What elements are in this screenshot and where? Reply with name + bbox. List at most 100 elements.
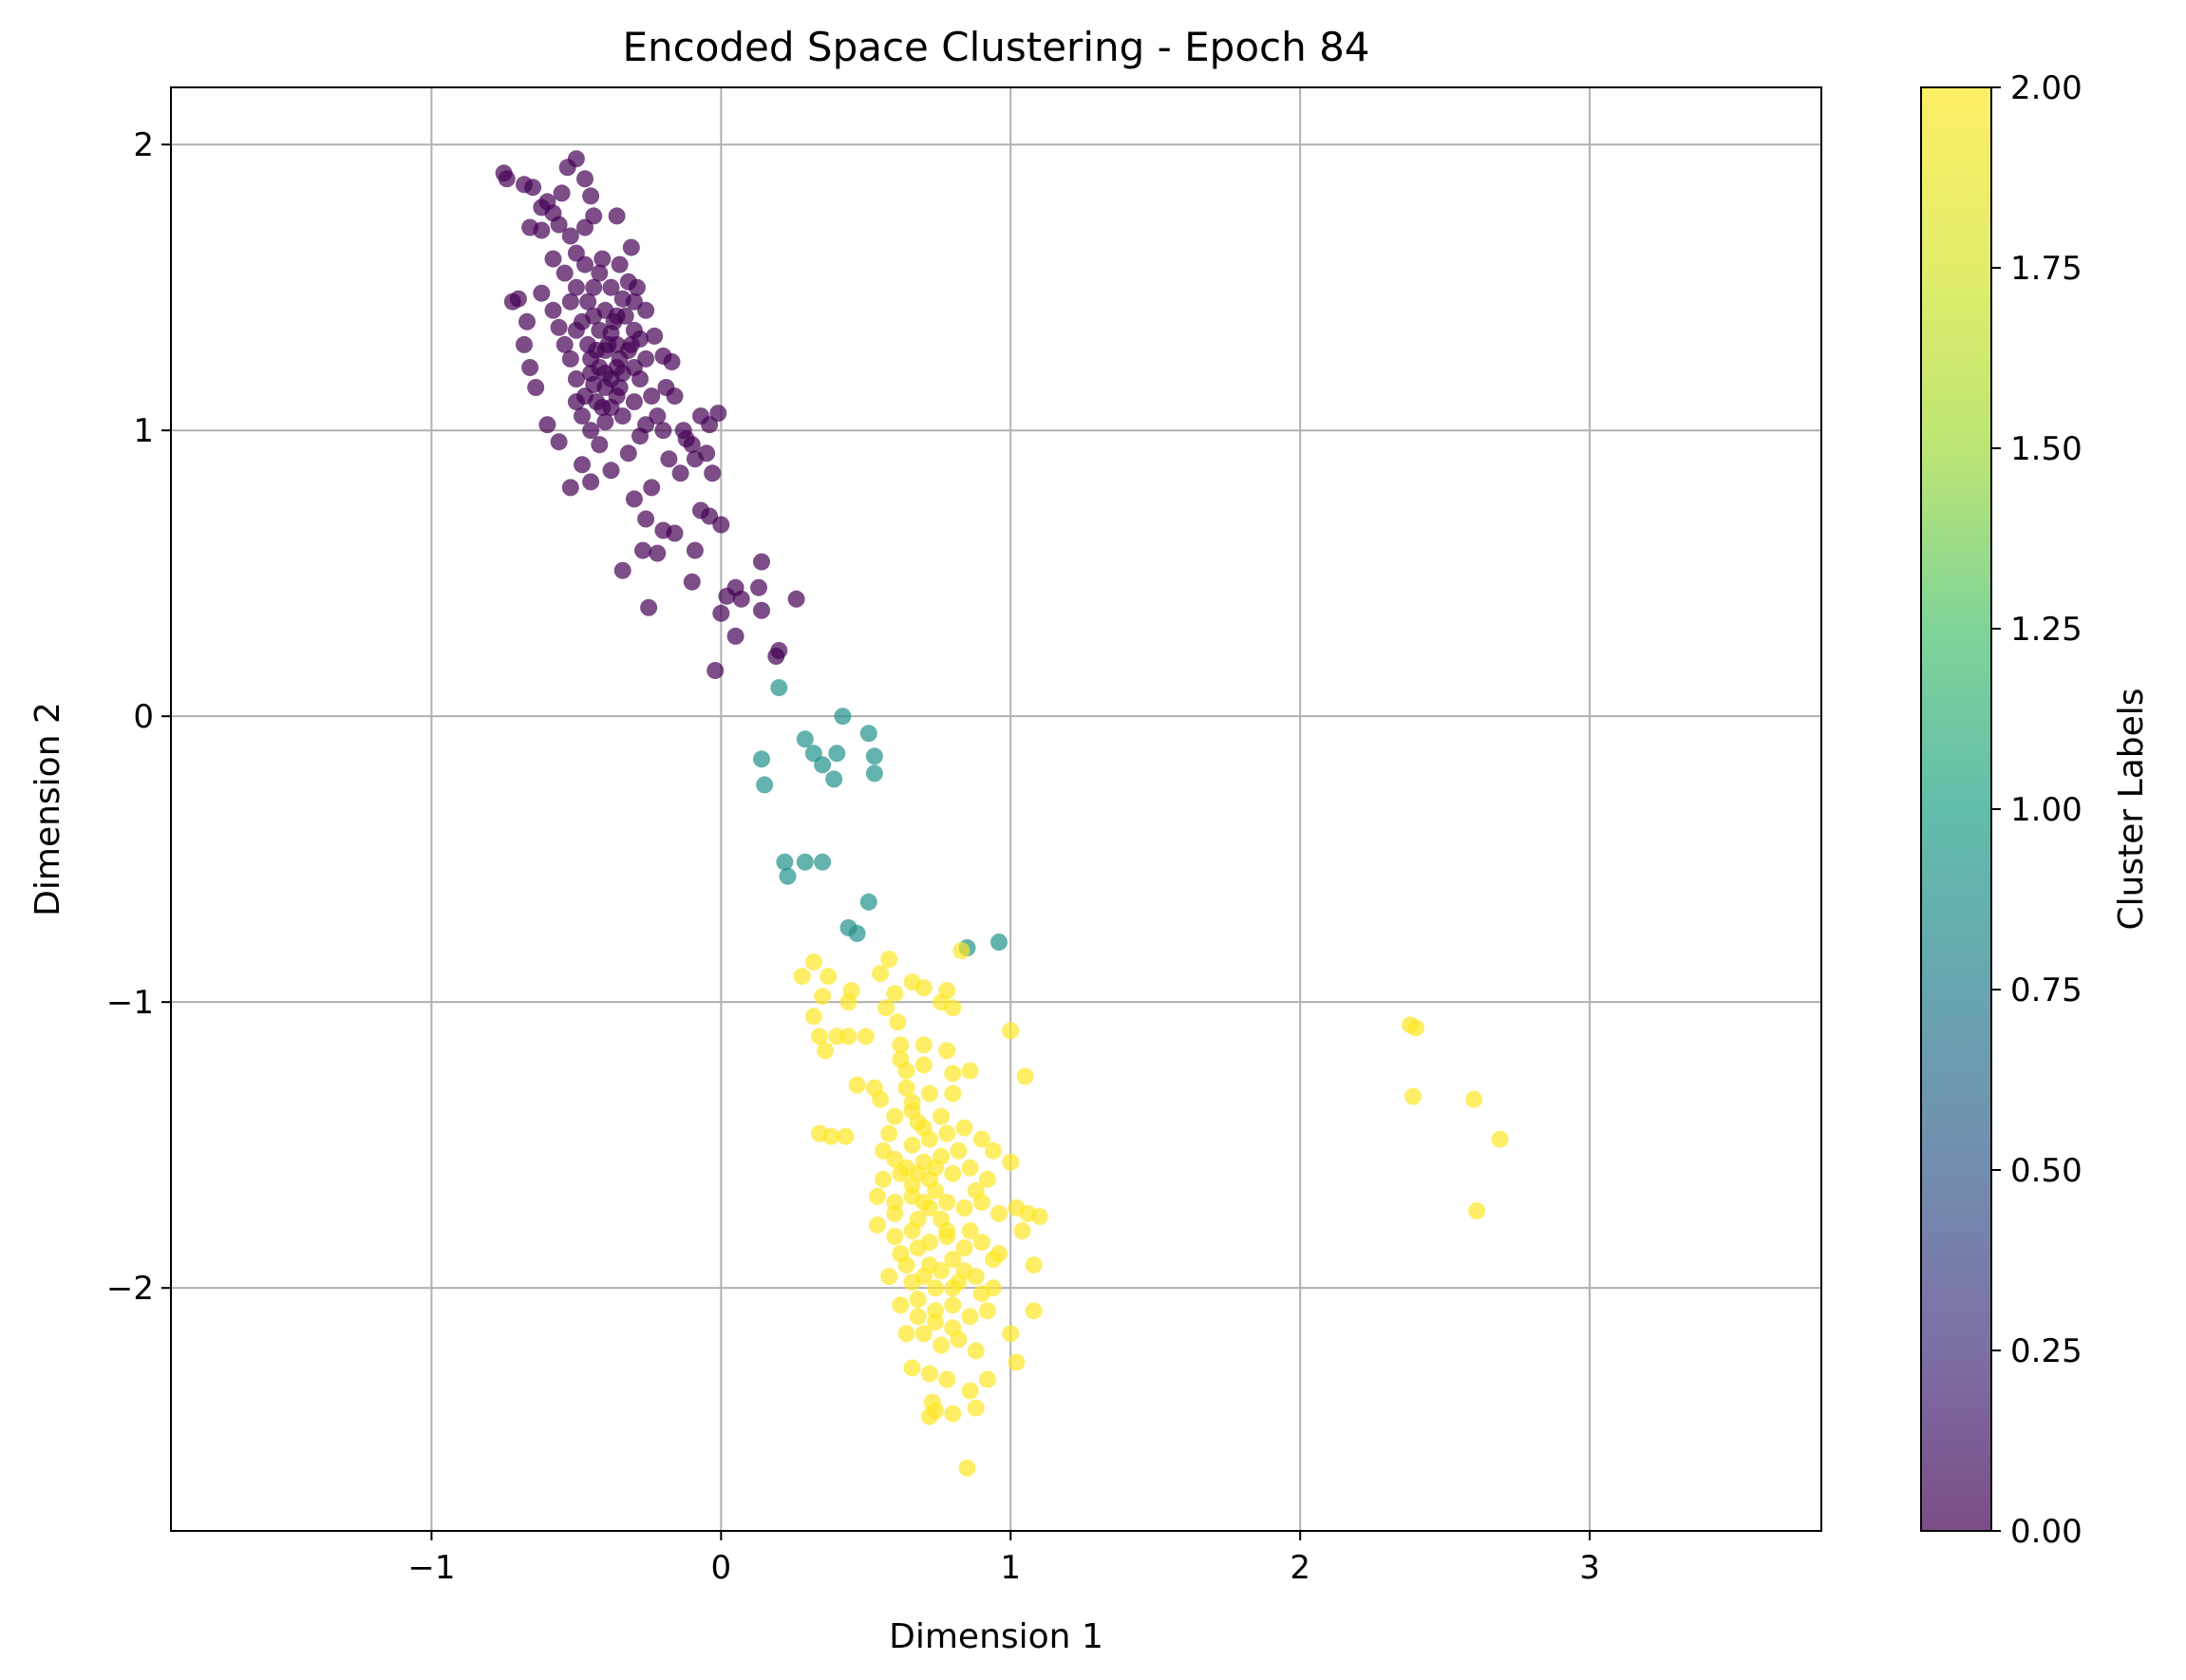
scatter-point [750, 578, 767, 596]
scatter-point [550, 433, 568, 451]
scatter-point [892, 1036, 910, 1054]
scatter-point [608, 207, 626, 225]
scatter-point [958, 1459, 976, 1477]
colorbar-tick-label: 1.00 [2010, 791, 2082, 829]
scatter-point [576, 170, 594, 188]
scatter-point [582, 365, 600, 382]
scatter-point [611, 379, 629, 396]
colorbar-tick-label: 1.50 [2010, 430, 2082, 468]
scatter-point [602, 462, 620, 480]
scatter-point [1407, 1019, 1425, 1037]
x-axis: −1 0 1 2 3 [407, 1531, 1600, 1587]
y-axis-title: Dimension 2 [28, 702, 67, 916]
scatter-point [869, 1216, 886, 1234]
scatter-point [938, 1370, 956, 1388]
scatter-point [732, 590, 750, 608]
scatter-point [978, 1302, 996, 1320]
scatter-point [538, 416, 556, 434]
scatter-point [920, 1085, 938, 1103]
colorbar-tick-label: 1.25 [2010, 611, 2082, 649]
scatter-point [1025, 1302, 1043, 1320]
scatter-point [972, 1130, 990, 1148]
scatter-point [955, 1262, 973, 1280]
scatter-point [576, 387, 594, 406]
scatter-point [944, 1164, 962, 1182]
scatter-point [914, 1119, 933, 1137]
scatter-point [920, 1365, 938, 1383]
chart-title: Encoded Space Clustering - Epoch 84 [622, 24, 1369, 70]
scatter-point [608, 359, 626, 376]
scatter-point [796, 853, 814, 871]
scatter-point [567, 321, 585, 339]
scatter-point [516, 335, 533, 353]
scatter-point [909, 1291, 927, 1309]
scatter-point [865, 764, 883, 783]
scatter-point [793, 968, 811, 986]
scatter-point [933, 1107, 951, 1125]
scatter-point [848, 924, 866, 942]
scatter-point [556, 335, 574, 353]
scatter-point [666, 387, 684, 406]
scatter-point [544, 250, 562, 268]
scatter-point [920, 1256, 938, 1274]
y-tick-label: 1 [133, 412, 154, 450]
scatter-point [880, 1268, 898, 1286]
scatter-point [637, 510, 655, 528]
scatter-point [914, 1056, 933, 1074]
y-axis: −2 −1 0 1 2 [106, 126, 171, 1308]
scatter-point [591, 436, 609, 454]
scatter-point [663, 353, 681, 370]
scatter-point [582, 473, 600, 491]
scatter-point [712, 516, 730, 534]
scatter-point [972, 1285, 990, 1303]
scatter-point [872, 1090, 889, 1108]
y-tick-label: −2 [106, 1270, 154, 1308]
scatter-point [857, 1028, 875, 1046]
scatter-point [944, 1065, 962, 1083]
scatter-point [839, 993, 857, 1011]
scatter-point [553, 184, 571, 202]
scatter-point [1030, 1207, 1048, 1225]
scatter-point [952, 942, 971, 959]
scatter-point [814, 756, 832, 774]
scatter-point [985, 1251, 1002, 1269]
scatter-point [634, 541, 651, 559]
scatter-point [594, 250, 612, 268]
scatter-point [588, 341, 606, 359]
scatter-point [903, 1136, 921, 1154]
scatter-point [582, 422, 600, 440]
scatter-point [654, 422, 672, 440]
scatter-point [556, 264, 574, 282]
scatter-point [625, 490, 643, 508]
scatter-point [938, 1042, 956, 1060]
scatter-point [903, 1274, 921, 1292]
scatter-points [495, 150, 1509, 1477]
colorbar-tick-label: 0.75 [2010, 972, 2082, 1010]
scatter-point [1008, 1353, 1026, 1371]
scatter-point [521, 359, 539, 376]
scatter-point [967, 1181, 985, 1199]
scatter-point [776, 853, 794, 871]
scatter-point [892, 1245, 910, 1262]
scatter-point [927, 1313, 944, 1331]
scatter-point [585, 307, 603, 325]
scatter-point [938, 1222, 956, 1239]
scatter-point [567, 278, 585, 296]
scatter-point [903, 1176, 921, 1194]
scatter-point [704, 464, 722, 482]
scatter-point [892, 1296, 910, 1314]
scatter-point [933, 1147, 951, 1165]
scatter-point [787, 590, 805, 608]
scatter-point [955, 1239, 973, 1256]
x-tick-label: 0 [711, 1549, 732, 1587]
scatter-point [955, 1119, 973, 1137]
scatter-point [967, 1399, 985, 1417]
scatter-point [561, 479, 579, 497]
scatter-point [509, 290, 527, 308]
scatter-point [550, 216, 568, 234]
scatter-point [521, 218, 539, 236]
scatter-point [591, 264, 609, 282]
scatter-point [944, 999, 962, 1017]
